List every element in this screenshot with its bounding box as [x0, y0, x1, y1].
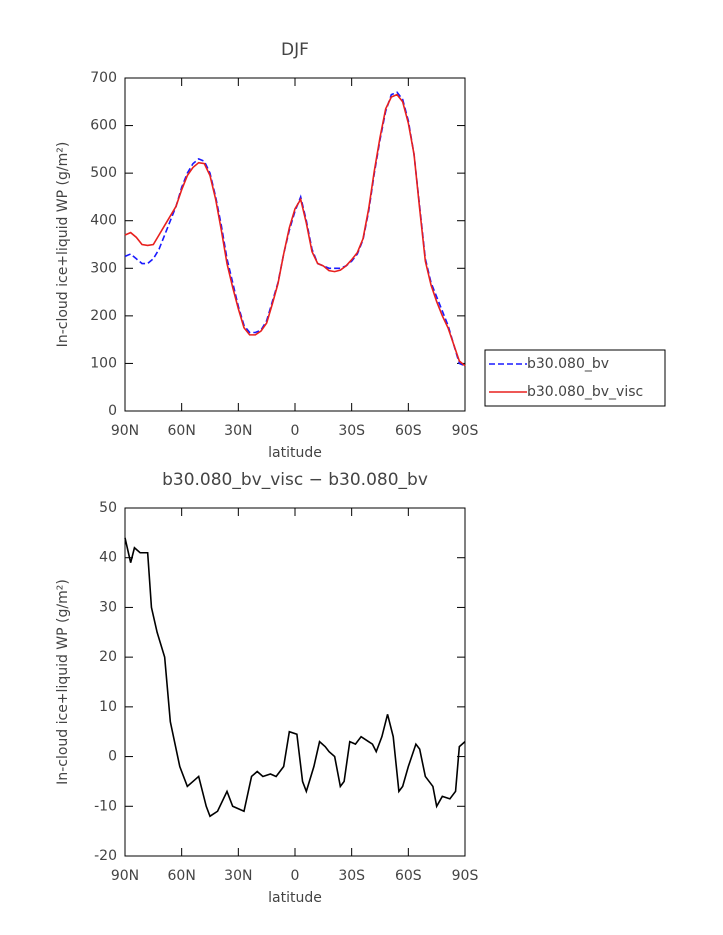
y-tick-label: 50: [99, 500, 117, 516]
y-tick-label: 0: [108, 749, 117, 765]
y-tick-label: 200: [90, 308, 117, 324]
plot-frame: [124, 77, 466, 412]
y-tick-label: 20: [99, 649, 117, 665]
y-tick-label: 500: [90, 165, 117, 181]
y-tick-label: 400: [90, 213, 117, 229]
x-tick-label: 30N: [224, 868, 252, 884]
x-tick-label: 90S: [452, 423, 479, 439]
x-tick-label: 90N: [111, 423, 139, 439]
y-tick-label: -20: [94, 848, 117, 864]
y-tick-label: 10: [99, 699, 117, 715]
plot-frame: [124, 507, 466, 857]
x-tick-label: 90S: [452, 868, 479, 884]
chart-title: DJF: [281, 40, 309, 60]
x-tick-label: 30S: [338, 868, 365, 884]
y-axis-label: In-cloud ice+liquid WP (g/m²): [55, 579, 71, 785]
chart-title: b30.080_bv_visc − b30.080_bv: [162, 470, 428, 490]
x-tick-label: 30S: [338, 423, 365, 439]
y-tick-label: 30: [99, 599, 117, 615]
line: [124, 93, 466, 367]
y-tick-label: 0: [108, 403, 117, 419]
y-axis-label: In-cloud ice+liquid WP (g/m²): [55, 142, 71, 348]
y-tick-label: 100: [90, 355, 117, 371]
y-tick-label: 600: [90, 118, 117, 134]
x-axis-label: latitude: [268, 445, 322, 461]
x-axis-label: latitude: [268, 890, 322, 906]
x-tick-label: 0: [291, 868, 300, 884]
line: [124, 537, 466, 818]
x-tick-label: 60S: [395, 423, 422, 439]
legend-label: b30.080_bv: [527, 356, 609, 372]
y-tick-label: 300: [90, 260, 117, 276]
legend-label: b30.080_bv_visc: [527, 384, 643, 400]
y-tick-label: 40: [99, 550, 117, 566]
x-tick-label: 90N: [111, 868, 139, 884]
x-tick-label: 60N: [168, 868, 196, 884]
x-tick-label: 60S: [395, 868, 422, 884]
x-tick-label: 30N: [224, 423, 252, 439]
line: [124, 91, 466, 367]
x-tick-label: 60N: [168, 423, 196, 439]
y-tick-label: -10: [94, 798, 117, 814]
x-tick-label: 0: [291, 423, 300, 439]
legend-box: [484, 349, 666, 407]
y-tick-label: 700: [90, 70, 117, 86]
